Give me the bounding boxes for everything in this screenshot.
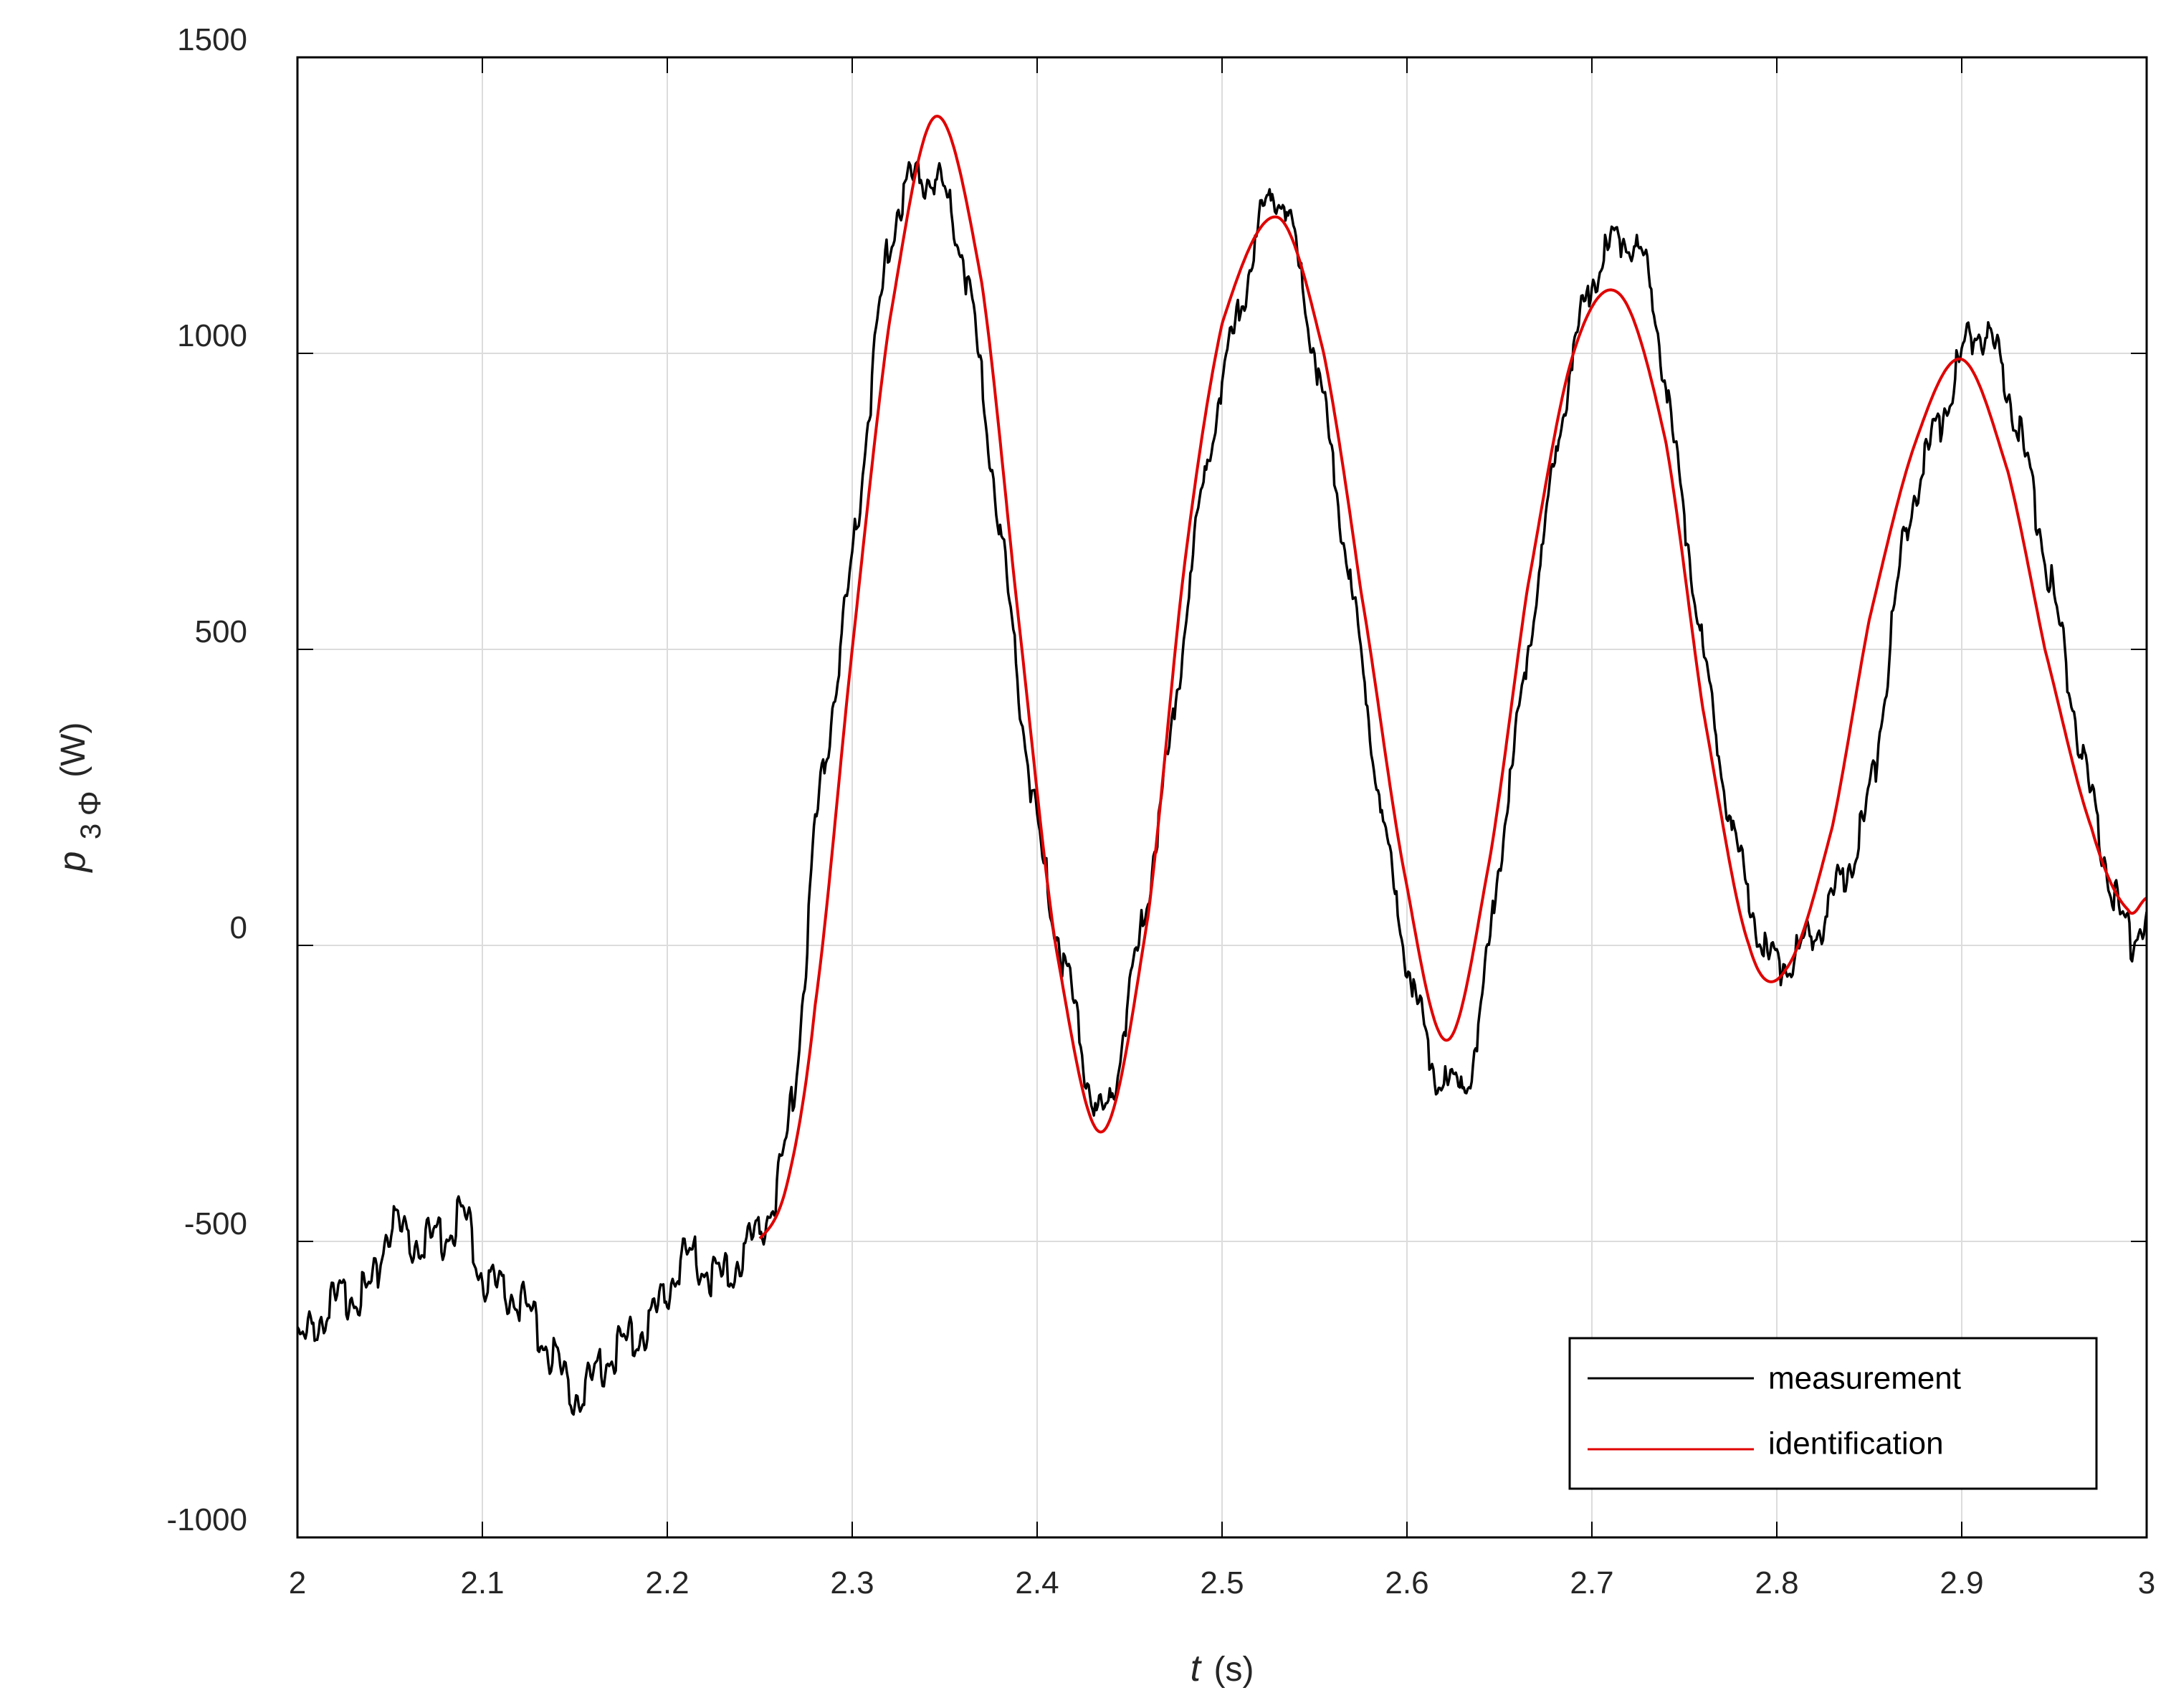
legend: measurement identification	[1568, 1337, 2098, 1490]
x-tick-label: 2.2	[645, 1565, 689, 1600]
y-tick-label: 0	[230, 910, 247, 945]
x-axis-unit: (s)	[1213, 1651, 1254, 1689]
series-line-identification	[758, 115, 2147, 1240]
x-tick-label: 2.8	[1755, 1565, 1798, 1600]
y-tick-label: 1500	[177, 22, 247, 57]
legend-box	[1568, 1337, 2098, 1490]
x-axis-symbol: t	[1191, 1648, 1203, 1689]
plot-area	[297, 115, 2147, 1416]
x-tick-label: 2.6	[1385, 1565, 1428, 1600]
y-tick-label: -1000	[166, 1502, 247, 1537]
y-tick-label: 1000	[177, 318, 247, 353]
x-tick-label: 2.3	[830, 1565, 874, 1600]
x-tick-label: 3	[2138, 1565, 2155, 1600]
legend-label-measurement: measurement	[1768, 1361, 1961, 1396]
x-tick-label: 2.5	[1200, 1565, 1244, 1600]
y-axis-label: p 3 Φ (W)	[52, 722, 108, 874]
x-tick-label: 2	[289, 1565, 306, 1600]
y-axis-subscript-symbol: Φ	[72, 791, 108, 816]
x-tick-label: 2.1	[460, 1565, 504, 1600]
legend-label-identification: identification	[1768, 1426, 1944, 1461]
x-axis-label: t (s)	[1191, 1648, 1254, 1689]
y-tick-label: 500	[195, 614, 247, 649]
x-tick-label: 2.7	[1570, 1565, 1613, 1600]
ticks: 2 2.1 2.2 2.3 2.4 2.5 2.6 2.7 2.8 2.9 3 1500 1000 500…	[166, 22, 2155, 1600]
x-tick-label: 2.9	[1940, 1565, 1983, 1600]
grid	[297, 57, 2147, 1537]
series-line-measurement	[297, 161, 2147, 1416]
y-tick-label: -500	[184, 1206, 247, 1241]
x-tick-label: 2.4	[1015, 1565, 1059, 1600]
y-axis-subscript-number: 3	[75, 824, 107, 839]
y-axis-unit: (W)	[54, 722, 92, 778]
y-axis-symbol: p	[52, 851, 93, 874]
